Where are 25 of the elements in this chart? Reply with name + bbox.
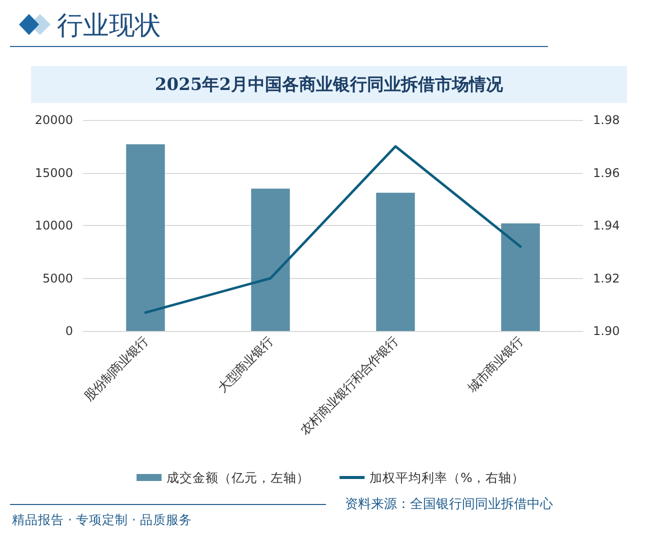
y2-tick-label: 1.98 bbox=[593, 113, 620, 127]
bar bbox=[251, 188, 290, 331]
bar bbox=[376, 192, 415, 331]
x-tick-label: 股份制商业银行 bbox=[80, 334, 151, 404]
y2-tick-label: 1.90 bbox=[593, 324, 620, 338]
y-tick-label: 10000 bbox=[34, 218, 73, 232]
text: 行业现状 bbox=[57, 11, 161, 42]
text: 精品报告 · 专项定制 · 品质服务 bbox=[12, 512, 192, 527]
y-tick-label: 15000 bbox=[34, 166, 73, 180]
legend-label: 加权平均利率（%，右轴） bbox=[370, 470, 524, 485]
x-tick-label: 城市商业银行 bbox=[464, 334, 526, 396]
bar bbox=[501, 223, 540, 331]
y-tick-label: 5000 bbox=[42, 271, 73, 286]
x-tick-label: 大型商业银行 bbox=[214, 334, 276, 396]
text: 资料来源：全国银行间同业拆借中心 bbox=[345, 497, 553, 513]
y2-tick-label: 1.96 bbox=[593, 166, 620, 180]
chart-title: 2025年2月中国各商业银行同业拆借市场情况 bbox=[31, 66, 627, 103]
bar bbox=[126, 144, 165, 331]
line-series bbox=[144, 145, 522, 314]
x-tick-label: 农村商业银行和合作银行 bbox=[296, 334, 401, 438]
y2-tick-label: 1.94 bbox=[593, 218, 620, 232]
y-tick-label: 0 bbox=[65, 324, 73, 338]
y-tick-label: 20000 bbox=[34, 113, 73, 127]
y2-tick-label: 1.92 bbox=[593, 271, 620, 286]
legend-label: 成交金额（亿元，左轴） bbox=[166, 470, 310, 485]
